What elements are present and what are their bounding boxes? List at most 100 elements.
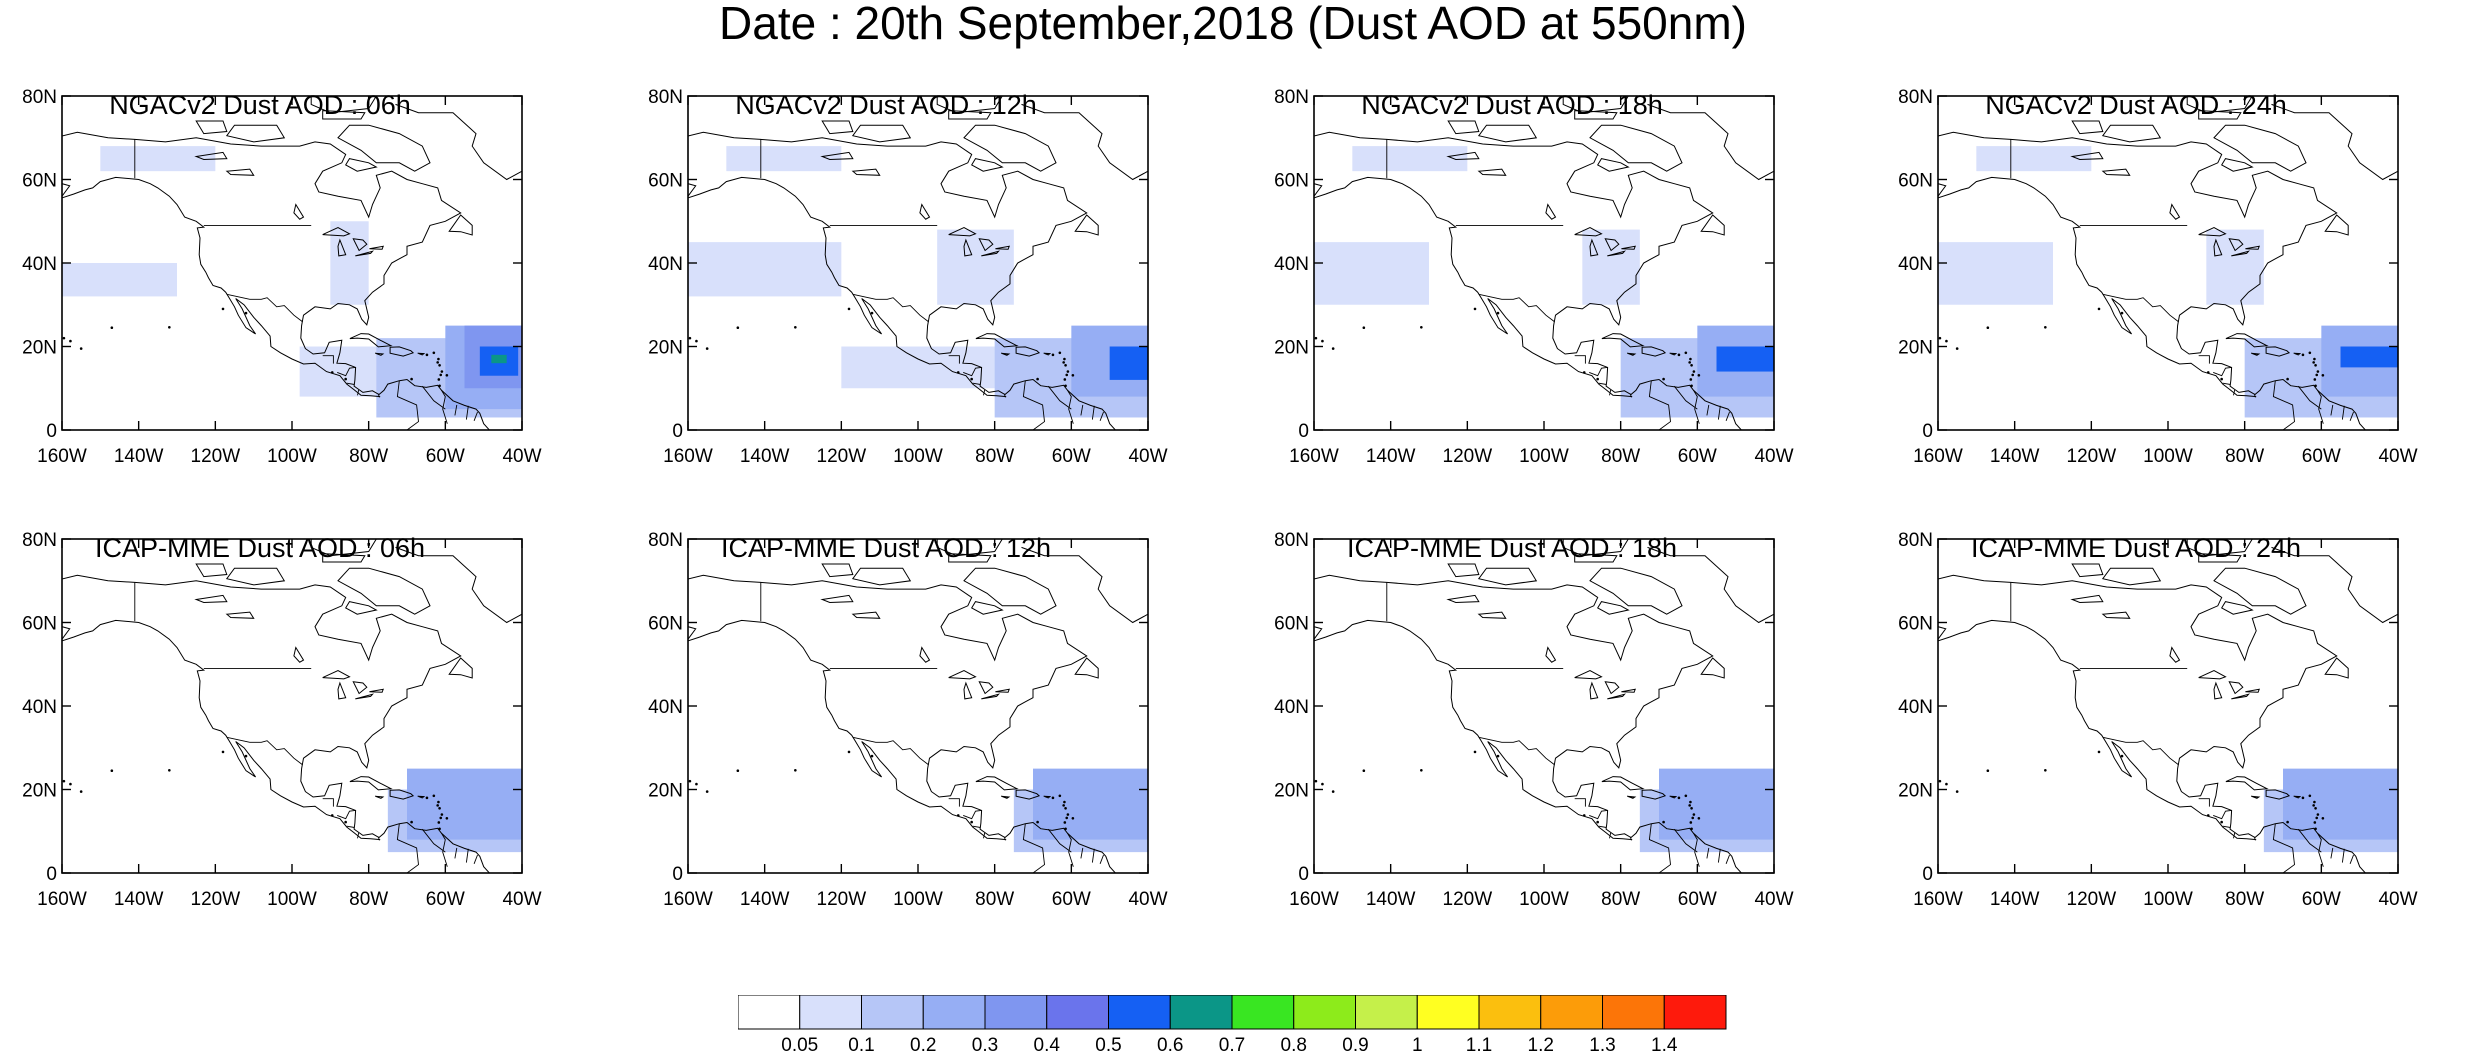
border — [1648, 823, 1671, 873]
border — [1717, 848, 1721, 863]
island-dot — [794, 325, 797, 329]
island-dot — [1684, 351, 1688, 355]
island — [2213, 567, 2307, 615]
lake — [225, 168, 255, 176]
lon-label: 140W — [1990, 446, 2040, 467]
colorbar-label: 0.05 — [781, 1035, 818, 1055]
lat-label: 0 — [1922, 864, 1933, 885]
island-dot — [445, 817, 449, 820]
island-dot — [870, 311, 874, 315]
lon-label: 160W — [1913, 889, 1963, 910]
border — [357, 389, 360, 396]
lat-label: 80N — [1898, 530, 1933, 551]
island-dot — [437, 821, 441, 824]
lat-label: 20N — [648, 338, 683, 359]
aod-shading — [688, 146, 1148, 418]
lake — [2101, 168, 2131, 176]
island-dot — [1071, 374, 1075, 377]
border — [1478, 293, 1555, 323]
border — [852, 736, 929, 766]
lat-label: 0 — [1298, 421, 1309, 442]
island — [1700, 214, 1725, 236]
border — [473, 411, 478, 421]
lon-label: 160W — [37, 889, 87, 910]
island — [337, 567, 431, 615]
island — [2324, 657, 2349, 679]
border — [948, 798, 960, 807]
island — [1574, 110, 1618, 120]
island — [2186, 539, 2253, 557]
lake — [995, 245, 1010, 250]
island-dot — [2120, 754, 2124, 758]
border — [1598, 825, 1607, 828]
lon-label: 140W — [114, 889, 164, 910]
panel-title: NGACv2 Dust AOD : 18h — [1361, 90, 1663, 120]
border — [1673, 385, 1698, 410]
lake — [1607, 250, 1627, 257]
island — [345, 601, 378, 615]
border — [852, 293, 929, 323]
island-dot — [244, 754, 248, 758]
island — [1669, 795, 1678, 799]
border — [346, 825, 355, 828]
border — [1725, 411, 1730, 421]
island — [963, 567, 1057, 615]
island — [2101, 567, 2162, 586]
lake — [1477, 168, 1507, 176]
lake — [225, 611, 255, 619]
aod-shading — [387, 768, 522, 853]
lat-label: 20N — [22, 781, 57, 802]
border — [972, 825, 981, 828]
island — [1589, 567, 1683, 615]
island-dot — [1063, 821, 1067, 824]
coastlines — [62, 96, 522, 430]
island-dot — [1662, 820, 1665, 824]
border — [1022, 823, 1045, 873]
aod-cell — [688, 242, 842, 297]
island-dot — [695, 782, 698, 786]
island-dot — [1496, 311, 1500, 315]
lon-label: 80W — [1601, 889, 1640, 910]
island — [2213, 124, 2307, 172]
aod-shading — [62, 146, 522, 418]
lake — [2245, 688, 2260, 693]
lon-label: 60W — [1052, 889, 1091, 910]
panel-title: ICAP-MME Dust AOD : 24h — [1970, 533, 2302, 563]
island-dot — [2206, 814, 2210, 817]
lon-label: 80W — [2225, 889, 2264, 910]
island-dot — [956, 814, 960, 817]
border — [465, 405, 469, 420]
island-dot — [2321, 817, 2325, 820]
island — [1627, 352, 1637, 356]
island — [375, 352, 385, 356]
island-dot — [330, 371, 334, 374]
border — [337, 809, 356, 820]
island — [1589, 124, 1683, 172]
island-dot — [1064, 806, 1067, 810]
border — [396, 823, 419, 873]
lake — [919, 203, 931, 220]
lat-label: 0 — [672, 864, 683, 885]
island-dot — [1062, 804, 1065, 807]
island — [821, 563, 854, 578]
lake — [2213, 681, 2223, 700]
lake — [2228, 681, 2244, 695]
aod-shading — [1013, 768, 1148, 853]
island — [1700, 657, 1725, 679]
map-plot: 0 20N 40N 60N 80N 160W 140W 120W 100W 80W 60W 40W — [1274, 530, 1793, 910]
island-dot — [794, 768, 797, 772]
island-dot — [2315, 816, 2319, 820]
lake — [1446, 151, 1480, 161]
map-panel: NGACv2 Dust AOD : 06h 0 20N 40N 60N 80N 160W 14… — [0, 87, 541, 510]
border — [2297, 828, 2322, 853]
island-dot — [168, 325, 171, 329]
lake — [2070, 151, 2104, 161]
island — [337, 124, 431, 172]
island-dot — [1689, 821, 1693, 824]
colorbar-swatch — [1355, 995, 1418, 1030]
colorbar-swatch — [984, 995, 1048, 1030]
island-dot — [1690, 827, 1693, 831]
colorbar: 0.05 0.1 0.2 0.3 0.4 0.5 0.6 0.7 0.8 0.9 1 1.1 1.2 1.… — [738, 995, 1727, 1055]
border — [1706, 404, 1710, 416]
island-dot — [705, 790, 709, 793]
